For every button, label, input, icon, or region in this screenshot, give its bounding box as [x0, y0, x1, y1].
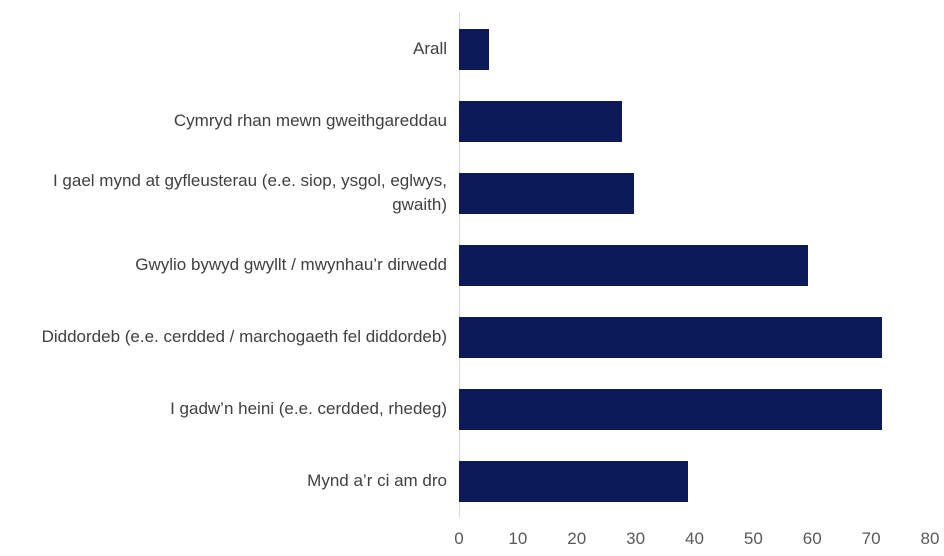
y-tick-label: Arall: [412, 39, 447, 58]
bar: [459, 388, 882, 430]
x-tick-label: 40: [685, 529, 704, 548]
bar: [459, 316, 882, 358]
bar: [459, 172, 634, 214]
x-tick-label: 50: [743, 529, 763, 548]
bar: [459, 28, 490, 70]
y-tick-label: Mynd a’r ci am dro: [307, 471, 447, 490]
x-tick-label: 30: [626, 529, 646, 548]
y-tick-label: I gadw’n heini (e.e. cerdded, rhedeg): [170, 399, 447, 418]
x-tick-label: 0: [454, 529, 464, 548]
y-tick-label: I gael mynd at gyfleusterau (e.e. siop, …: [52, 171, 447, 214]
y-tick-label: Cymryd rhan mewn gweithgareddau: [173, 111, 447, 130]
x-tick-label: 20: [567, 529, 587, 548]
y-tick-label: Diddordeb (e.e. cerdded / marchogaeth fe…: [41, 327, 447, 346]
bar: [459, 460, 689, 502]
x-tick-label: 60: [802, 529, 822, 548]
bar: [459, 244, 809, 286]
x-tick-label: 80: [920, 529, 940, 548]
x-tick-label: 70: [861, 529, 881, 548]
x-tick-label: 10: [508, 529, 528, 548]
bar: [459, 100, 623, 142]
y-tick-label: Gwylio bywyd gwyllt / mwynhau’r dirwedd: [135, 255, 447, 274]
